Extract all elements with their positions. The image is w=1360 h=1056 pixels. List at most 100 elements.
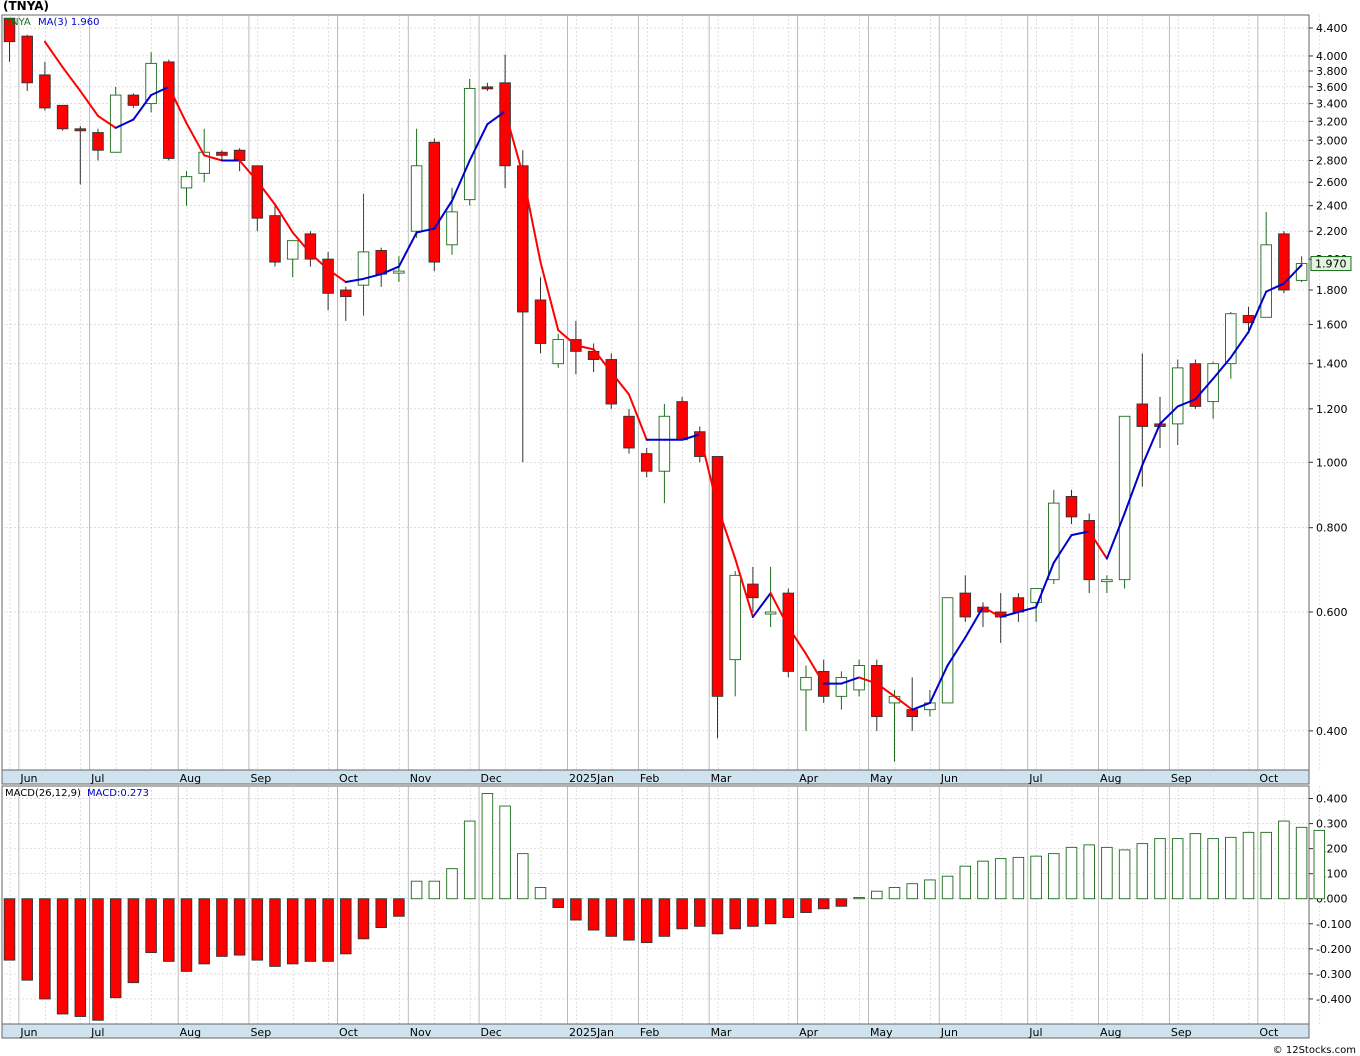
ma3-segment [344, 277, 365, 283]
macd-bar [463, 820, 476, 900]
ma3-segment [1282, 264, 1303, 285]
month-label: 2025Jan [569, 772, 614, 785]
macd-bar [1136, 843, 1149, 900]
month-label: Apr [799, 772, 819, 785]
ma3-segment [928, 664, 949, 704]
ma3-segment [1212, 356, 1232, 380]
copyright-footer: © 12Stocks.com [1272, 1045, 1356, 1056]
macd-bar [623, 898, 635, 941]
ma3-segment [291, 231, 312, 255]
ma3-segment [150, 85, 170, 97]
price-plot-frame [1, 14, 1310, 771]
macd-bar [694, 898, 706, 927]
macd-bar [1154, 838, 1166, 900]
ma3-segment [274, 203, 294, 234]
ma3-segment [557, 329, 577, 347]
candle-body [3, 17, 16, 43]
price-tick-label: 0.400 [1316, 725, 1348, 738]
ma3-segment [1247, 290, 1268, 333]
ma3-segment [946, 636, 967, 667]
macd-bar [977, 860, 989, 900]
ma3-segment [681, 433, 701, 441]
candle-body [233, 149, 246, 161]
month-label: Jul [90, 1026, 104, 1039]
ma3-segment [539, 261, 560, 332]
macd-bar [941, 875, 954, 900]
month-label: May [870, 1026, 893, 1039]
candle-body [39, 74, 51, 109]
macd-bar [658, 898, 671, 937]
macd-tick-label: -0.400 [1316, 993, 1351, 1006]
candle-body [340, 289, 352, 298]
macd-bar [1012, 856, 1025, 900]
month-label: Aug [1100, 1026, 1121, 1039]
price-tick-label: 3.600 [1316, 81, 1348, 94]
ma3-segment [610, 371, 630, 396]
ma3-segment [1265, 282, 1285, 293]
ma3-segment [716, 505, 737, 560]
candle-body [517, 165, 529, 313]
candle-body [800, 676, 812, 691]
macd-bar [340, 898, 352, 955]
macd-bar [1101, 846, 1113, 900]
candle-body [446, 211, 458, 246]
price-tick-label: 3.000 [1316, 134, 1348, 147]
candle-body [1225, 313, 1237, 365]
month-label: Feb [640, 772, 659, 785]
macd-bar [145, 898, 157, 954]
ma3-segment [982, 606, 1002, 618]
ma3-segment [256, 180, 276, 206]
ma3-segment [592, 348, 613, 374]
candle-body [410, 165, 423, 232]
month-label: Oct [339, 1026, 359, 1039]
candle-body [871, 665, 883, 718]
macd-bar [959, 865, 972, 900]
ma3-segment [397, 231, 418, 268]
candle-body [605, 359, 618, 405]
candle-body [499, 82, 511, 167]
ma3-segment [805, 652, 825, 685]
candle-body [941, 597, 954, 704]
ma3-segment [114, 118, 135, 129]
candle-body [747, 583, 759, 599]
macd-bar [747, 898, 759, 927]
macd-bar [1065, 846, 1078, 900]
month-label: Sep [1171, 1026, 1192, 1039]
macd-bar [517, 853, 529, 900]
ma3-segment [504, 110, 524, 176]
macd-bar [56, 898, 69, 1015]
candle-body [322, 258, 334, 294]
macd-bar [871, 890, 883, 900]
ma3-segment [132, 94, 153, 121]
month-label: Dec [481, 772, 502, 785]
month-label: Jun [940, 772, 958, 785]
candle-body [623, 415, 635, 449]
macd-bar [375, 898, 387, 928]
macd-bar [428, 880, 441, 900]
month-label: Jul [90, 772, 104, 785]
month-label: Sep [1171, 772, 1192, 785]
candle-body [835, 676, 848, 697]
ma3-segment [238, 159, 259, 183]
candle-body [1189, 363, 1202, 407]
ma3-segment [999, 611, 1020, 618]
macd-bar [322, 898, 334, 962]
price-tick-label: 0.800 [1316, 522, 1348, 535]
macd-bar [251, 898, 264, 961]
macd-bar [286, 898, 299, 965]
ma3-segment [574, 344, 595, 351]
ma3-segment [97, 114, 117, 129]
ma3-segment [628, 393, 648, 441]
month-label: Nov [410, 1026, 432, 1039]
candle-body [764, 611, 777, 615]
candle-body [552, 339, 564, 365]
macd-bar [853, 897, 865, 900]
candle-body [481, 86, 494, 90]
candle-body [216, 151, 228, 156]
macd-bar [1118, 849, 1131, 900]
candle-body [393, 270, 405, 274]
candle-body [1207, 363, 1219, 403]
price-tick-label: 1.800 [1316, 284, 1348, 297]
ma3-segment [79, 89, 99, 117]
ma3-segment [203, 154, 223, 162]
